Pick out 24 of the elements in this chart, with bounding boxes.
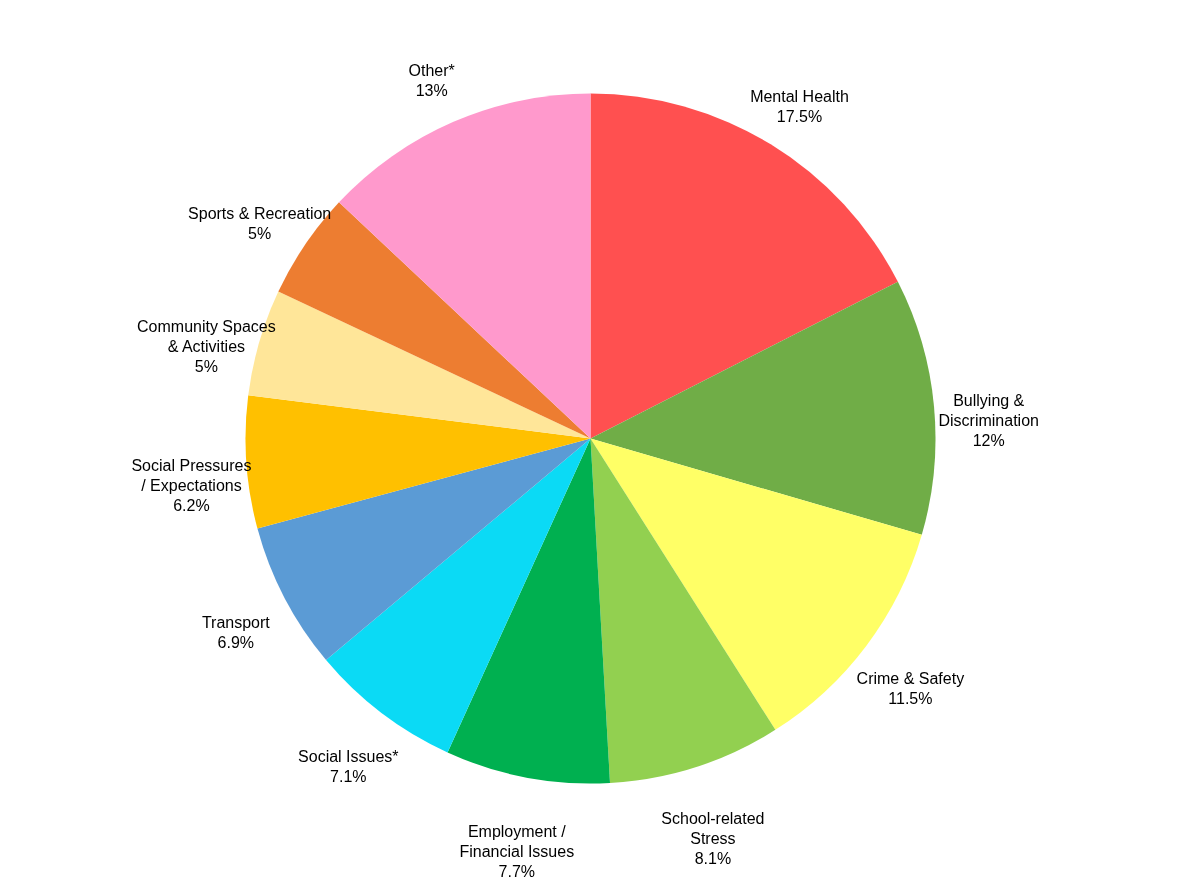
slice-label: Social Issues* (298, 747, 399, 765)
data-label: 11.5% (888, 689, 933, 707)
slice-label: Transport (201, 614, 271, 632)
data-label: 17.5% (776, 108, 823, 126)
data-label: 6.9% (217, 634, 255, 652)
data-label: 7.7% (498, 862, 536, 877)
data-label: 7.1% (330, 767, 367, 785)
data-label: 12% (972, 431, 1005, 449)
data-label: 6.2% (173, 497, 210, 515)
data-label: 5% (194, 357, 218, 375)
pie-slice (447, 438, 610, 783)
slice-label: Other* (408, 62, 455, 80)
pie-slice (590, 438, 776, 783)
slice-label: School-related Stress (661, 810, 765, 848)
slice-label: Sports & Recreation (188, 204, 332, 222)
slice-label: Employment / Financial Issues (459, 822, 575, 860)
slice-label: Crime & Safety (856, 669, 965, 687)
slice-label: Community Spaces & Activities (137, 317, 276, 355)
data-label: 5% (248, 224, 272, 242)
slice-label: Mental Health (750, 88, 849, 106)
data-label: 13% (415, 82, 448, 100)
slice-label: Bullying & Discrimination (938, 391, 1039, 429)
data-label: 8.1% (694, 850, 732, 868)
pie-slice (590, 281, 936, 535)
